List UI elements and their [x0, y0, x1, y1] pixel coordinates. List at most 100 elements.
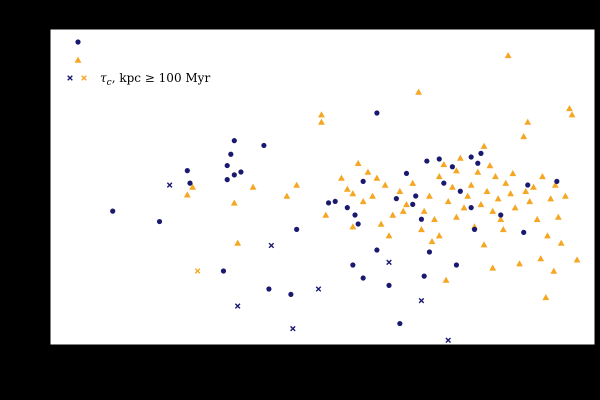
- legend-label-tau: τc, kpc ≥ 100 Myr: [100, 71, 210, 88]
- data-point: [530, 183, 537, 190]
- data-point: [238, 169, 244, 175]
- data-point: [547, 195, 555, 202]
- data-point: [354, 159, 362, 166]
- y-tick-label: 1012: [18, 207, 42, 222]
- data-point: [355, 221, 361, 227]
- data-point: [426, 249, 433, 255]
- data-point: [403, 170, 410, 177]
- data-point: [516, 260, 523, 267]
- data-point: [189, 183, 196, 190]
- data-point: [415, 88, 423, 95]
- data-point: [544, 232, 551, 239]
- tick-exponent: 12: [32, 207, 42, 216]
- data-point: [183, 191, 191, 198]
- data-point: [441, 180, 447, 186]
- data-point: [431, 215, 438, 222]
- x-tick-label: 101: [585, 350, 600, 365]
- data-point: [396, 187, 404, 194]
- data-point: [234, 239, 242, 246]
- data-point: [166, 182, 173, 188]
- data-point: [418, 297, 425, 304]
- data-point: [498, 212, 504, 218]
- data-point: [456, 154, 464, 161]
- data-point: [230, 199, 238, 206]
- data-point: [494, 195, 502, 202]
- data-point: [475, 160, 481, 166]
- y-tick-label: 1011: [18, 300, 42, 315]
- data-point: [318, 118, 325, 125]
- data-point: [234, 303, 241, 309]
- data-point: [464, 192, 472, 199]
- tick-mantissa: 10: [18, 209, 32, 222]
- series-x-2: [166, 182, 451, 344]
- data-point: [228, 151, 234, 157]
- data-point: [344, 205, 350, 211]
- legend: τc, kpc ≥ 100 Myr: [67, 39, 210, 88]
- data-point: [360, 178, 366, 184]
- data-point: [539, 173, 546, 180]
- x-tick-label: 100: [349, 350, 368, 365]
- data-point: [557, 239, 565, 246]
- data-point: [453, 262, 460, 268]
- data-point: [399, 207, 407, 214]
- data-point: [338, 174, 345, 181]
- data-point: [499, 226, 507, 233]
- data-point: [325, 200, 332, 206]
- data-point: [156, 218, 163, 225]
- data-point: [421, 273, 427, 279]
- data-point: [418, 216, 425, 222]
- data-point: [393, 196, 399, 202]
- data-point: [315, 286, 322, 292]
- tick-exponent: 14: [32, 21, 42, 30]
- data-point: [435, 173, 443, 180]
- data-point: [369, 192, 376, 199]
- data-point: [489, 264, 497, 271]
- data-point: [442, 276, 450, 283]
- legend-marker-tau-low: [67, 75, 73, 81]
- x-axis-label-unit: , kpc: [311, 366, 345, 382]
- data-point: [477, 200, 485, 208]
- data-point: [542, 293, 550, 301]
- data-point: [220, 268, 227, 274]
- legend-tau-post: , kpc ≥ 100 Myr: [112, 71, 211, 85]
- data-point: [410, 201, 416, 207]
- data-point: [397, 320, 403, 327]
- y-axis-label-sub: surf: [10, 181, 21, 202]
- data-point: [550, 267, 558, 274]
- data-point: [483, 187, 491, 194]
- data-point: [261, 142, 267, 149]
- data-point: [377, 220, 385, 227]
- legend-marker-low-velocity: [75, 39, 81, 45]
- data-point: [524, 118, 532, 125]
- data-point: [460, 204, 468, 211]
- data-point: [509, 170, 517, 177]
- data-point: [522, 187, 530, 194]
- data-marks: [110, 52, 581, 344]
- data-point: [413, 193, 419, 199]
- data-point: [381, 181, 389, 188]
- data-point: [266, 286, 272, 292]
- data-point: [418, 226, 425, 233]
- data-point: [502, 179, 510, 186]
- data-point: [489, 207, 497, 214]
- data-point: [507, 190, 514, 197]
- data-point: [374, 247, 380, 253]
- data-point: [403, 200, 410, 208]
- data-point: [445, 337, 451, 344]
- data-point: [511, 204, 519, 211]
- legend-marker-tau-high: [81, 75, 87, 81]
- data-point: [224, 162, 230, 169]
- data-point: [449, 183, 456, 190]
- tick-mantissa: 10: [585, 352, 599, 365]
- y-axis-label-unit: , G: [2, 162, 18, 182]
- data-point: [352, 212, 358, 218]
- series-x-3: [194, 268, 201, 274]
- data-point: [554, 178, 560, 184]
- data-point: [525, 182, 531, 188]
- data-point: [478, 150, 484, 156]
- data-point: [359, 198, 367, 205]
- series-triangle-1: [183, 52, 581, 301]
- legend-tau-symbol: τ: [100, 71, 107, 85]
